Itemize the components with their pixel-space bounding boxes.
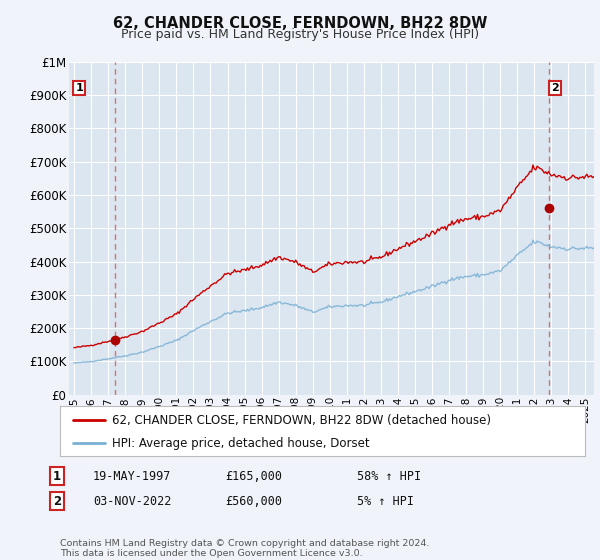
Text: HPI: Average price, detached house, Dorset: HPI: Average price, detached house, Dors… [113,437,370,450]
Text: 1: 1 [53,469,61,483]
Text: Contains HM Land Registry data © Crown copyright and database right 2024.
This d: Contains HM Land Registry data © Crown c… [60,539,430,558]
Text: Price paid vs. HM Land Registry's House Price Index (HPI): Price paid vs. HM Land Registry's House … [121,28,479,41]
Text: 2: 2 [53,494,61,508]
Text: £560,000: £560,000 [225,494,282,508]
Text: 62, CHANDER CLOSE, FERNDOWN, BH22 8DW: 62, CHANDER CLOSE, FERNDOWN, BH22 8DW [113,16,487,31]
Text: 58% ↑ HPI: 58% ↑ HPI [357,469,421,483]
Text: 03-NOV-2022: 03-NOV-2022 [93,494,172,508]
Text: 1: 1 [76,83,83,94]
Text: £165,000: £165,000 [225,469,282,483]
Text: 5% ↑ HPI: 5% ↑ HPI [357,494,414,508]
Text: 19-MAY-1997: 19-MAY-1997 [93,469,172,483]
Text: 2: 2 [551,83,559,94]
Text: 62, CHANDER CLOSE, FERNDOWN, BH22 8DW (detached house): 62, CHANDER CLOSE, FERNDOWN, BH22 8DW (d… [113,414,491,427]
